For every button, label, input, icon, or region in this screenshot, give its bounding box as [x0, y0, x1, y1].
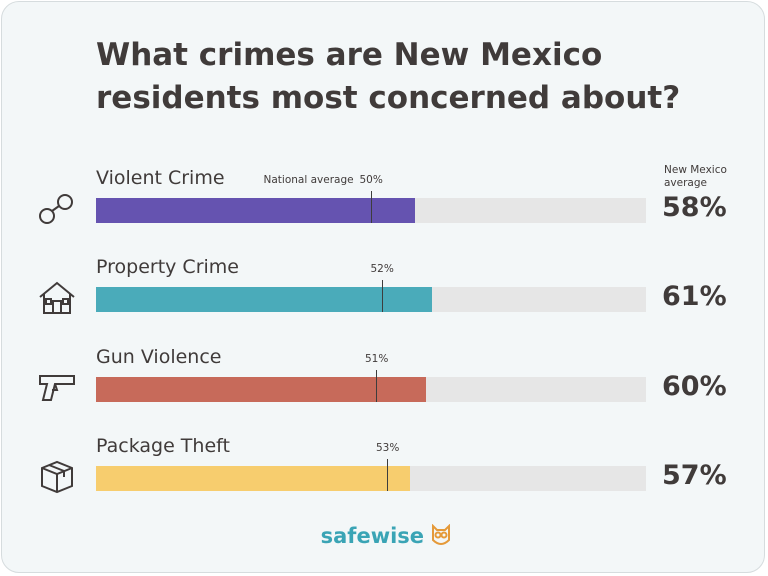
national-average-marker — [376, 369, 377, 402]
national-average-marker — [387, 458, 388, 491]
national-average-label: 52% — [370, 263, 394, 276]
owl-icon — [432, 523, 451, 545]
bar — [96, 376, 426, 402]
national-average-label: 50% — [359, 174, 383, 186]
column-header: New Mexico average — [664, 164, 727, 189]
chart-title: What crimes are New Mexico residents mos… — [96, 37, 681, 116]
value-label: 60% — [662, 370, 727, 402]
national-average-marker — [381, 280, 383, 313]
bar — [96, 198, 415, 223]
house-icon — [39, 281, 75, 314]
gun-icon — [39, 375, 75, 401]
bar — [96, 465, 410, 491]
handcuffs-icon — [39, 194, 73, 224]
value-label: 61% — [662, 281, 727, 313]
national-average-label: 51% — [365, 352, 389, 365]
national-average-marker — [370, 191, 372, 223]
brand-logo: safewise — [2, 523, 768, 548]
national-average-name: National average — [263, 174, 354, 186]
category-label: Violent Crime — [96, 167, 225, 189]
category-label: Package Theft — [96, 434, 230, 457]
package-icon — [41, 460, 73, 494]
bar — [96, 287, 432, 313]
value-label: 57% — [662, 459, 727, 491]
brand-text: safewise — [320, 524, 425, 548]
value-label: 58% — [662, 192, 727, 223]
category-label: Gun Violence — [96, 345, 222, 368]
national-average-label: 53% — [376, 441, 400, 454]
category-label: Property Crime — [96, 256, 239, 279]
